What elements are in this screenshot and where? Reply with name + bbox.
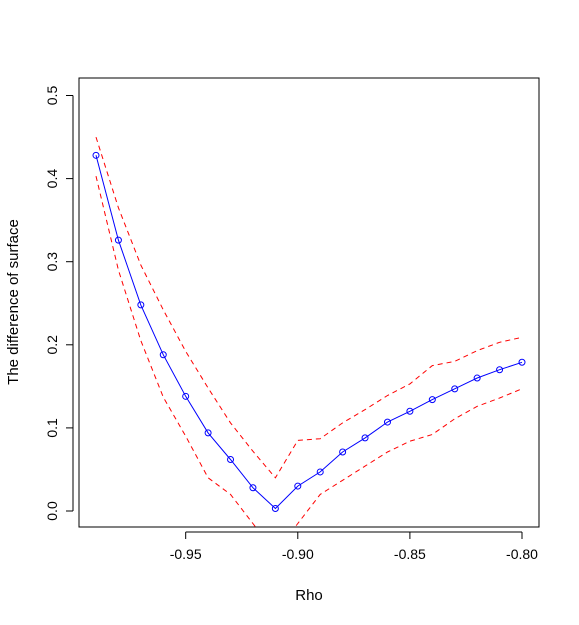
y-axis-label: The difference of surface bbox=[5, 219, 22, 385]
data-point bbox=[271, 505, 279, 513]
data-point bbox=[518, 358, 526, 366]
data-point bbox=[92, 151, 100, 159]
x-axis: -0.95 -0.90 -0.85 -0.80 bbox=[170, 531, 538, 562]
data-point bbox=[204, 429, 212, 437]
data-point bbox=[473, 374, 481, 382]
x-tick-label: -0.95 bbox=[170, 546, 202, 562]
data-point bbox=[227, 455, 235, 463]
data-point bbox=[428, 396, 436, 404]
series-layer bbox=[92, 136, 526, 527]
data-point bbox=[339, 448, 347, 456]
data-point bbox=[114, 236, 122, 244]
y-tick-label: 0.1 bbox=[44, 418, 60, 438]
data-point bbox=[406, 407, 414, 415]
x-tick-label: -0.80 bbox=[506, 546, 538, 562]
data-point bbox=[249, 484, 257, 492]
y-axis: 0.0 0.1 0.2 0.3 0.4 0.5 bbox=[44, 86, 74, 521]
series-line bbox=[95, 155, 523, 510]
x-tick-label: -0.85 bbox=[394, 546, 426, 562]
y-tick-label: 0.4 bbox=[44, 169, 60, 189]
data-point bbox=[361, 434, 369, 442]
confidence-band-line bbox=[95, 136, 523, 479]
plot-frame bbox=[78, 77, 540, 528]
y-tick-label: 0.2 bbox=[44, 335, 60, 355]
data-point bbox=[383, 418, 391, 426]
data-point bbox=[159, 351, 167, 359]
confidence-band-line bbox=[95, 175, 523, 527]
data-point bbox=[294, 482, 302, 490]
data-point bbox=[316, 468, 324, 476]
x-axis-label: Rho bbox=[295, 587, 323, 604]
data-point bbox=[182, 392, 190, 400]
y-tick-label: 0.5 bbox=[44, 86, 60, 106]
data-point bbox=[137, 301, 145, 309]
data-point bbox=[451, 385, 459, 393]
x-tick-label: -0.90 bbox=[282, 546, 314, 562]
y-tick-label: 0.0 bbox=[44, 501, 60, 521]
y-tick-label: 0.3 bbox=[44, 252, 60, 272]
data-point bbox=[496, 366, 504, 374]
